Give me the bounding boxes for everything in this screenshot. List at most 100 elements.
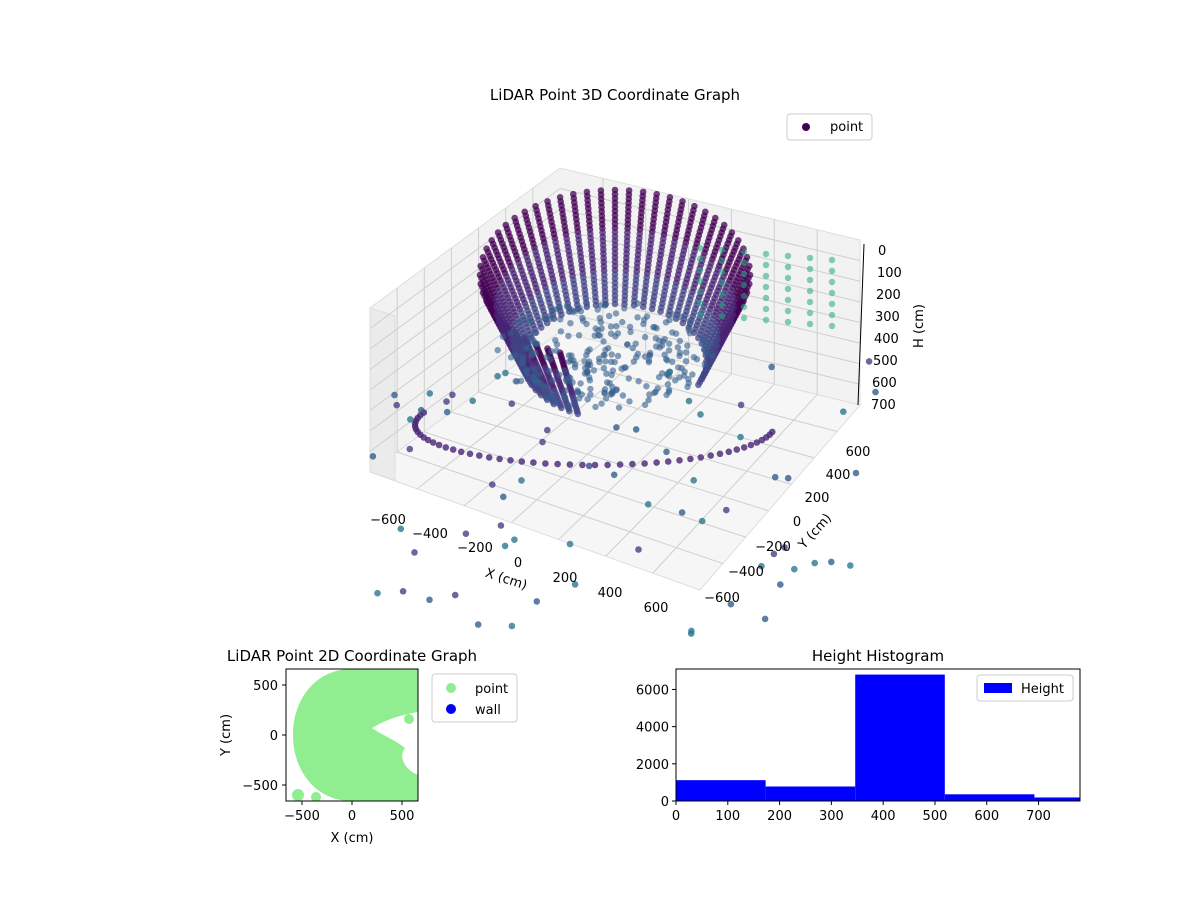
point-marker bbox=[611, 300, 619, 308]
y-tick: 500 bbox=[253, 679, 278, 694]
point-marker bbox=[583, 320, 590, 328]
point-marker bbox=[651, 323, 658, 331]
point-marker bbox=[657, 308, 664, 315]
x-tick: 0 bbox=[672, 809, 680, 824]
y-tick: 6000 bbox=[636, 683, 669, 698]
point-marker bbox=[674, 344, 682, 351]
point-marker bbox=[762, 250, 770, 258]
point-marker bbox=[443, 408, 451, 416]
point-marker bbox=[696, 299, 704, 307]
grid-line bbox=[558, 373, 732, 540]
y-tick: 0 bbox=[270, 729, 278, 744]
x-tick: 600 bbox=[644, 601, 669, 616]
point-marker bbox=[596, 358, 603, 366]
point-marker bbox=[645, 396, 652, 404]
legend-label: point bbox=[830, 120, 863, 135]
grid-line bbox=[424, 431, 746, 538]
point-marker bbox=[627, 328, 634, 336]
point-marker bbox=[518, 477, 525, 484]
point-marker bbox=[696, 288, 704, 296]
histogram-frame bbox=[675, 668, 1081, 802]
point-marker bbox=[614, 352, 622, 360]
point-marker bbox=[558, 404, 565, 412]
point-marker bbox=[613, 424, 620, 431]
point-marker bbox=[567, 320, 574, 327]
point-marker bbox=[508, 400, 516, 408]
point-marker bbox=[699, 335, 707, 342]
point-marker bbox=[557, 316, 564, 323]
point-marker bbox=[594, 306, 601, 313]
point-marker bbox=[485, 454, 493, 461]
point-marker bbox=[500, 493, 507, 501]
legend-label: point bbox=[475, 682, 508, 697]
point-marker bbox=[311, 792, 321, 801]
point-marker bbox=[665, 347, 673, 354]
point-marker bbox=[462, 530, 470, 537]
point-marker bbox=[828, 558, 835, 566]
point-marker bbox=[547, 356, 554, 363]
x-tick: −200 bbox=[457, 541, 493, 556]
point-marker bbox=[828, 289, 836, 297]
point-marker bbox=[399, 588, 407, 595]
point-marker bbox=[626, 398, 633, 405]
point-marker bbox=[666, 316, 673, 324]
x-tick: 400 bbox=[598, 586, 623, 601]
point-marker bbox=[605, 344, 612, 352]
point-marker bbox=[707, 452, 714, 459]
y-tick: −200 bbox=[755, 540, 791, 555]
point-marker bbox=[697, 411, 704, 418]
point-marker bbox=[602, 395, 610, 402]
point-marker bbox=[621, 364, 628, 371]
point-marker bbox=[740, 444, 748, 451]
point-marker bbox=[687, 455, 694, 463]
point-marker bbox=[417, 406, 425, 414]
point-marker bbox=[806, 276, 814, 284]
point-marker bbox=[585, 462, 593, 470]
point-marker bbox=[629, 460, 636, 468]
point-marker bbox=[698, 375, 706, 383]
point-marker bbox=[641, 401, 649, 409]
point-marker bbox=[577, 380, 584, 387]
point-marker bbox=[571, 581, 579, 588]
point-marker bbox=[590, 367, 598, 374]
point-marker bbox=[601, 351, 608, 359]
point-marker bbox=[718, 301, 726, 309]
plot3d-title: LiDAR Point 3D Coordinate Graph bbox=[490, 86, 740, 104]
point-marker bbox=[523, 369, 530, 377]
point-marker bbox=[701, 341, 709, 349]
point-marker bbox=[643, 383, 650, 390]
point-marker bbox=[676, 352, 683, 360]
point-marker bbox=[784, 285, 792, 293]
point-marker bbox=[610, 471, 618, 479]
point-marker bbox=[562, 387, 569, 394]
legend-marker bbox=[446, 683, 456, 693]
point-marker bbox=[840, 408, 847, 416]
point-marker bbox=[852, 469, 860, 477]
point-marker bbox=[568, 352, 575, 359]
grid-line bbox=[505, 371, 815, 459]
point-marker bbox=[768, 363, 775, 371]
point-marker bbox=[828, 300, 836, 308]
point-marker bbox=[429, 439, 437, 446]
z-tick: 600 bbox=[872, 376, 897, 391]
plot3d-yticks: −600 −400 −200 0 200 400 600 bbox=[704, 445, 870, 606]
point-marker bbox=[407, 416, 414, 423]
point-marker bbox=[806, 320, 814, 328]
point-marker bbox=[740, 259, 748, 267]
point-marker bbox=[740, 292, 748, 300]
point-marker bbox=[577, 308, 585, 315]
point-marker bbox=[565, 332, 572, 340]
point-marker bbox=[519, 355, 527, 362]
point-marker bbox=[635, 378, 642, 385]
histogram-legend: Height bbox=[976, 674, 1074, 702]
point-marker bbox=[806, 309, 814, 317]
point-marker bbox=[519, 359, 526, 367]
point-marker bbox=[586, 374, 593, 381]
point-marker bbox=[609, 367, 617, 374]
point-marker bbox=[513, 378, 521, 385]
point-marker bbox=[494, 346, 501, 354]
x-tick: 300 bbox=[819, 809, 844, 824]
point-marker bbox=[806, 287, 814, 295]
point-marker bbox=[646, 391, 653, 398]
x-tick: 100 bbox=[715, 809, 740, 824]
